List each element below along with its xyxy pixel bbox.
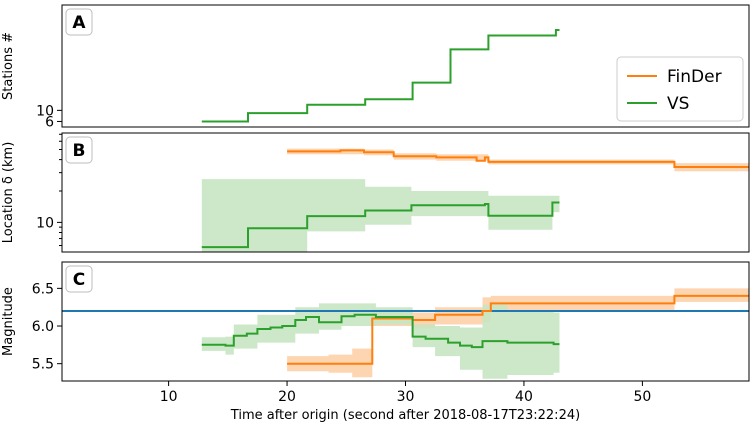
panel-c-y-tick-label: 6.5 [32, 281, 54, 297]
panel-b-vs-band [201, 179, 560, 252]
panel-a-vs-line [201, 29, 560, 123]
panel-b-letter-box [65, 136, 93, 164]
panel-a-frame [61, 4, 750, 128]
x-axis-label: Time after origin (second after 2018-08-… [230, 408, 580, 423]
panel-a-letter: A [72, 13, 86, 33]
panel-b-letter: B [73, 141, 86, 161]
legend-label-finder: FinDer [667, 67, 722, 87]
legend-label-vs: VS [667, 94, 689, 114]
panel-c-x-tick-label: 50 [633, 389, 651, 405]
panel-c-vs-line [201, 313, 560, 349]
panel-a-letter-box [65, 8, 93, 36]
panel-b-finder-band [287, 148, 749, 172]
panel-b-finder-line [287, 149, 749, 168]
panel-c-letter-box [65, 265, 93, 293]
panel-c-y-axis-label: Magnitude [1, 287, 16, 356]
panel-c-vs-band [201, 303, 560, 379]
panel-b-y-tick-label: 10 [36, 215, 54, 231]
panel-b-frame [61, 132, 750, 253]
panel-a-y-axis-label: Stations # [1, 32, 16, 100]
panel-c-y-tick-label: 5.5 [32, 357, 54, 373]
panel-c-y-tick-label: 6.0 [32, 319, 54, 335]
axes-layer [57, 4, 750, 386]
series-lines-layer [62, 29, 749, 365]
panel-c-letter: C [73, 270, 85, 290]
panel-c-x-tick-label: 20 [278, 389, 296, 405]
panel-c-x-tick-label: 10 [160, 389, 178, 405]
panel-a-y-tick-label: 6 [45, 114, 54, 130]
legend-frame [616, 56, 744, 122]
panel-a-y-tick-label: 10 [36, 103, 54, 119]
legend: A FinDer VS B C [65, 8, 744, 293]
panel-c-finder-line [287, 294, 749, 365]
panel-b-y-axis-label: Location δ (km) [1, 142, 16, 244]
uncertainty-bands-layer [201, 148, 749, 379]
panel-c-x-tick-label: 30 [397, 389, 415, 405]
panel-c-x-tick-label: 40 [515, 389, 533, 405]
panel-b-vs-line [201, 201, 560, 249]
text-layer: Time after origin (second after 2018-08-… [1, 32, 651, 423]
